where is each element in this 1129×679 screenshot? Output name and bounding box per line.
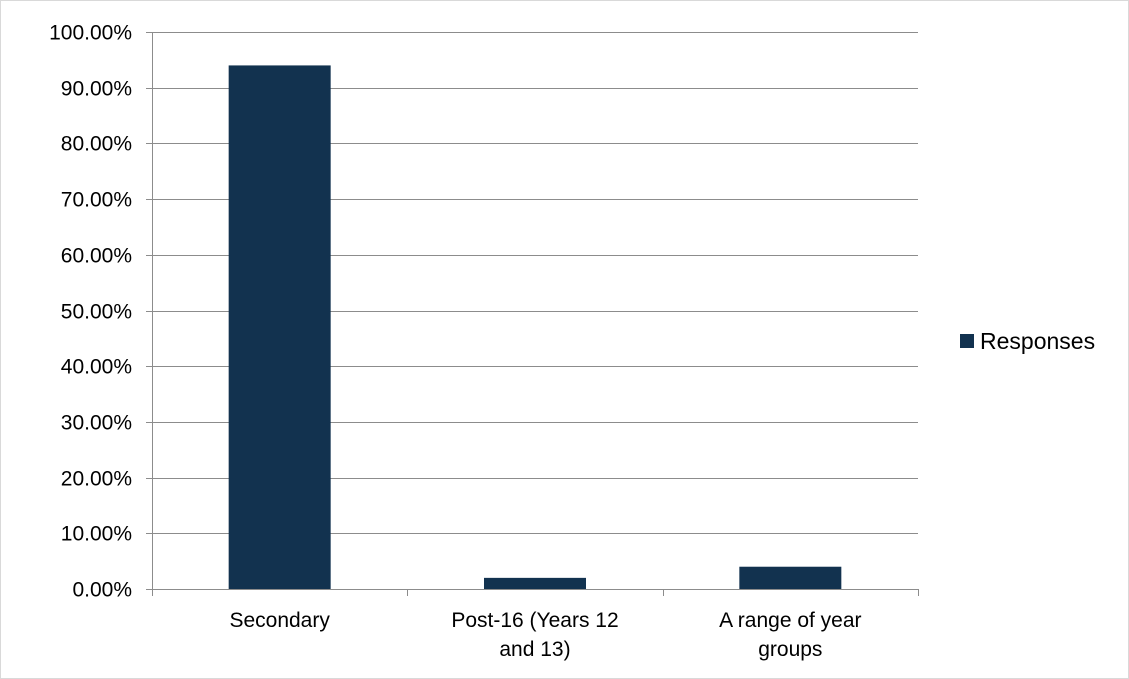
y-tick-label: 40.00%: [61, 356, 132, 379]
bar: [228, 65, 331, 590]
x-axis: Secondary Post-16 (Years 12 and 13) A range…: [152, 589, 919, 661]
y-tick-label: 0.00%: [72, 579, 132, 602]
bar: [484, 577, 586, 589]
x-category-label: Post-16 (Years 12: [451, 609, 618, 632]
legend-label: Responses: [980, 328, 1095, 354]
y-tick-label: 10.00%: [61, 523, 132, 546]
bars: [228, 65, 842, 590]
legend: Responses: [960, 328, 1095, 354]
y-tick-label: 100.00%: [49, 22, 132, 45]
legend-swatch: [960, 334, 974, 348]
y-tick-label: 30.00%: [61, 412, 132, 435]
y-tick-label: 80.00%: [61, 133, 132, 156]
x-category-label: groups: [758, 638, 822, 661]
x-category-label: and 13): [499, 638, 570, 661]
y-tick-label: 70.00%: [61, 189, 132, 212]
y-tick-label: 60.00%: [61, 245, 132, 268]
x-category-label: A range of year: [719, 609, 861, 632]
y-tick-label: 20.00%: [61, 468, 132, 491]
y-tick-label: 50.00%: [61, 301, 132, 324]
x-category-label: Secondary: [229, 609, 330, 632]
y-tick-label: 90.00%: [61, 78, 132, 101]
y-axis: 0.00% 10.00% 20.00% 30.00% 40.00% 50.00% 60.00…: [49, 22, 153, 602]
bar: [739, 566, 842, 589]
